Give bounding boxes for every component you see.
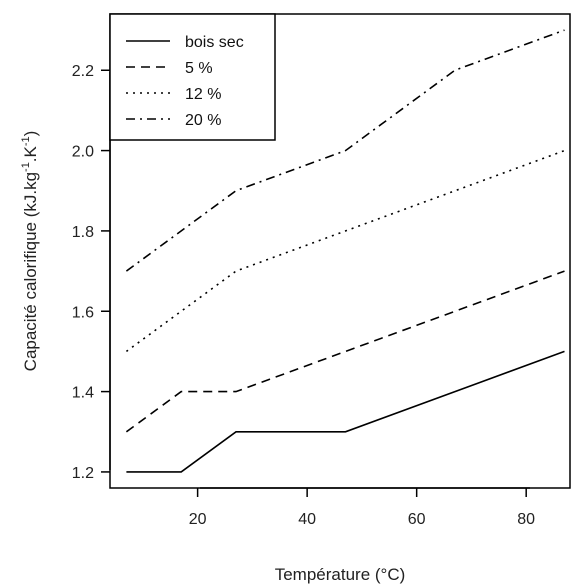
y-tick-label: 1.6 (72, 304, 94, 321)
series-line-1 (126, 350, 565, 473)
legend-label: 20 % (185, 112, 221, 129)
legend-label: 5 % (185, 60, 213, 77)
x-tick-label: 20 (189, 511, 207, 528)
legend-label: 12 % (185, 86, 221, 103)
y-axis-title: Capacité calorifique (kJ.kg-1.K-1) (20, 131, 40, 372)
y-axis-title-sup1: -1 (20, 162, 32, 172)
x-tick-label: 60 (408, 511, 426, 528)
series-line-3 (125, 149, 565, 353)
y-tick-label: 1.8 (72, 224, 94, 241)
y-tick-label: 2.2 (72, 63, 94, 80)
legend: bois sec 5 % 12 % 20 % (109, 13, 276, 141)
x-tick-label: 40 (298, 511, 316, 528)
y-ticks: 1.2 1.4 1.6 1.8 2.0 2.2 (72, 63, 110, 482)
y-axis-title-main: Capacité calorifique (kJ.kg (21, 172, 40, 371)
series-line-4 (125, 29, 565, 272)
y-axis-title-sup2: -1 (20, 136, 32, 146)
y-tick-label: 2.0 (72, 144, 94, 161)
x-ticks: 20 40 60 80 (189, 488, 535, 528)
x-tick-label: 80 (517, 511, 535, 528)
x-axis-title: Température (°C) (275, 565, 406, 584)
y-tick-label: 1.2 (72, 465, 94, 482)
legend-box (109, 13, 276, 141)
y-tick-label: 1.4 (72, 385, 94, 402)
legend-label: bois sec (185, 34, 244, 51)
series-layer (125, 29, 565, 473)
y-axis-title-end: ) (21, 131, 40, 137)
y-axis-title-mid: .K (21, 145, 40, 162)
series-line-2 (125, 270, 565, 433)
